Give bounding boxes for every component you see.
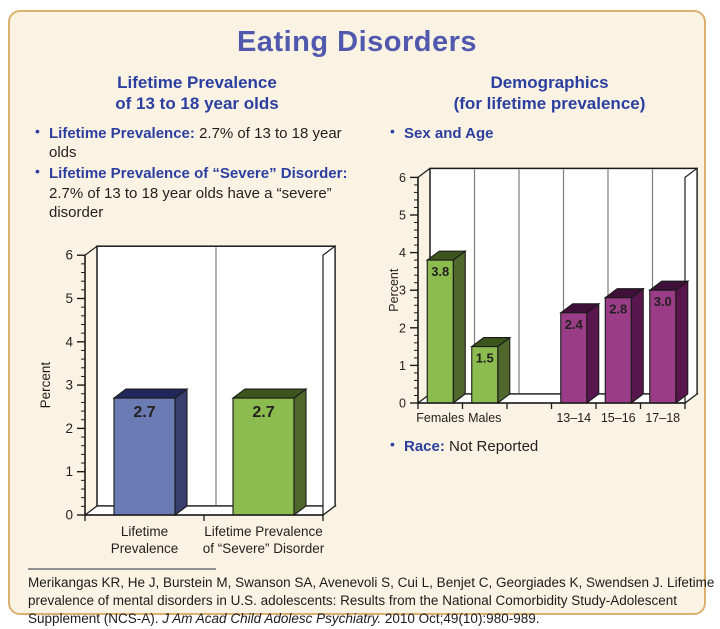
left-section-heading: Lifetime Prevalence of 13 to 18 year old…: [32, 72, 362, 115]
citation-divider: [28, 568, 216, 570]
right-heading-line2: (for lifetime prevalence): [453, 94, 646, 114]
bar-value-label: 2.7: [252, 404, 274, 421]
lifetime-prevalence-chart: 2.7 2.7 0 1 2 3 4 5 6 Lifetime Prevalence Lifetime …: [38, 244, 337, 556]
left-heading-line2: of 13 to 18 year olds: [115, 94, 279, 114]
y-axis-title: Percent: [388, 268, 401, 312]
bar-side: [630, 287, 644, 405]
bullet-dot-icon: •: [390, 123, 395, 139]
bar: [232, 397, 295, 516]
bar-value-label: 2.4: [565, 317, 584, 332]
bullet-text: 2.7% of 13 to 18 year olds have a “sever…: [49, 184, 332, 221]
right-section-heading: Demographics (for lifetime prevalence): [387, 72, 712, 115]
bullet-label: Race:: [404, 438, 445, 455]
bar-value-label: 2.8: [609, 302, 627, 317]
bar-side: [675, 280, 689, 405]
y-tick-label: 2: [65, 421, 73, 436]
left-bullet-list: • Lifetime Prevalence: 2.7% of 13 to 18 …: [34, 123, 356, 224]
page-title: Eating Disorders: [236, 26, 478, 58]
y-tick-label: 1: [399, 359, 406, 373]
y-tick-label: 5: [65, 291, 73, 306]
bar-top: [112, 388, 189, 399]
bullet-dot-icon: •: [390, 436, 395, 452]
citation-journal: J Am Acad Child Adolesc Psychiatry.: [162, 611, 382, 627]
right-bullet-list-bottom: • Race: Not Reported: [389, 436, 699, 458]
bar: [113, 397, 176, 516]
bullet-label: Lifetime Prevalence of “Severe” Disorder…: [49, 165, 348, 183]
category-label: Lifetime: [121, 524, 168, 539]
category-label: Males: [468, 411, 501, 425]
category-label: 15–16: [601, 411, 636, 425]
bar-value-label: 2.7: [133, 404, 155, 421]
citation: Merikangas KR, He J, Burstein M, Swanson…: [28, 574, 716, 628]
slide-card: Eating Disorders Lifetime Prevalence of …: [8, 10, 714, 626]
y-tick-label: 3: [65, 378, 73, 393]
y-tick-label: 4: [65, 334, 73, 349]
bar-value-label: 3.8: [431, 264, 449, 279]
y-axis-title: Percent: [38, 362, 53, 409]
bullet-sex-and-age: • Sex and Age: [389, 123, 699, 143]
right-heading-line1: Demographics: [490, 73, 609, 92]
category-label: Prevalence: [111, 541, 179, 556]
y-tick-label: 1: [65, 464, 73, 479]
category-label: Lifetime Prevalence: [204, 524, 323, 539]
bar-side: [586, 302, 600, 405]
bullet-text: 2.7% of 13 to 18 year olds: [49, 125, 342, 162]
bar-side: [293, 387, 307, 517]
right-wall-3d: [322, 244, 336, 517]
demographics-chart: 3.8 1.5 2.4 2.8 3.0 0 1 2 3 4 5 6 Females Males 13–14 1…: [388, 167, 699, 425]
bar: [426, 259, 454, 404]
category-label: Females: [416, 411, 464, 425]
bullet-lifetime-prevalence: • Lifetime Prevalence: 2.7% of 13 to 18 …: [34, 123, 356, 162]
bullet-race: • Race: Not Reported: [389, 436, 699, 456]
category-label: 13–14: [556, 411, 591, 425]
bar-side: [497, 336, 511, 405]
top-left-edge: [417, 167, 431, 178]
y-tick-label: 0: [65, 508, 73, 523]
bar-side: [452, 250, 466, 405]
y-tick-label: 3: [399, 284, 406, 298]
bar: [649, 289, 677, 404]
right-bullet-list-top: • Sex and Age: [389, 123, 699, 145]
bar-value-label: 1.5: [476, 351, 494, 366]
citation-authors: Merikangas KR, He J, Burstein M, Swanson…: [28, 575, 715, 627]
left-heading-line1: Lifetime Prevalence: [117, 73, 277, 92]
bullet-severe-disorder: • Lifetime Prevalence of “Severe” Disord…: [34, 163, 356, 222]
bar-value-label: 3.0: [654, 294, 672, 309]
y-tick-label: 6: [65, 248, 73, 263]
bar: [471, 346, 499, 404]
y-tick-label: 4: [399, 246, 406, 260]
category-label: of “Severe” Disorder: [203, 541, 325, 556]
citation-date: 2010 Oct;49(10):980-989.: [381, 611, 540, 627]
y-tick-label: 5: [399, 209, 406, 223]
top-left-edge: [84, 245, 98, 256]
y-tick-label: 2: [399, 321, 406, 335]
bar: [560, 312, 588, 404]
bullet-dot-icon: •: [35, 123, 40, 139]
category-label: 17–18: [645, 411, 680, 425]
bar: [604, 297, 632, 404]
bullet-dot-icon: •: [35, 163, 40, 180]
bullet-label: Sex and Age: [404, 125, 494, 142]
y-tick-label: 6: [399, 171, 406, 185]
y-tick-label: 0: [399, 397, 406, 411]
bar-side: [174, 387, 188, 517]
bullet-text: Not Reported: [449, 438, 539, 455]
bullet-label: Lifetime Prevalence:: [49, 125, 195, 142]
bar-top: [231, 388, 308, 399]
